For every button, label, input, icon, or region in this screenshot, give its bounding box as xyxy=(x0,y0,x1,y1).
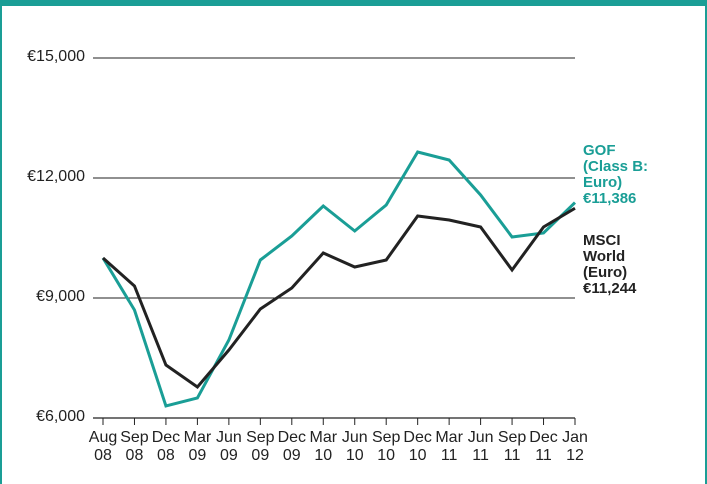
x-tick-label: Dec 08 xyxy=(151,429,181,464)
x-tick-label: Dec 11 xyxy=(529,429,558,464)
x-tick-label: Mar 09 xyxy=(183,429,212,464)
x-tick-label: Jun 10 xyxy=(341,429,368,464)
y-tick-label: €6,000 xyxy=(36,408,85,425)
x-tick-label: Jan 12 xyxy=(562,429,588,464)
x-tick-label: Jun 09 xyxy=(215,429,242,464)
y-tick-label: €15,000 xyxy=(27,48,85,65)
x-tick-label: Sep 10 xyxy=(371,429,401,464)
x-tick-label: Jun 11 xyxy=(467,429,494,464)
series-line xyxy=(102,206,576,390)
series-line xyxy=(101,150,577,408)
x-tick-label: Sep 08 xyxy=(120,429,149,464)
x-tick-label: Dec 09 xyxy=(277,429,307,464)
x-tick-label: Mar 10 xyxy=(309,429,338,464)
x-tick-label: Dec 10 xyxy=(403,429,432,464)
x-tick-label: Mar 11 xyxy=(435,429,463,464)
y-tick-label: €9,000 xyxy=(36,288,85,305)
top-band xyxy=(0,0,707,6)
y-tick-label: €12,000 xyxy=(27,168,85,185)
x-tick-label: Aug 08 xyxy=(88,429,118,464)
series-label: MSCI World (Euro) xyxy=(583,232,628,281)
end-value-label: €11,386 xyxy=(583,190,637,207)
end-value-label: €11,244 xyxy=(583,280,637,297)
series-label: GOF (Class B: Euro) xyxy=(583,142,649,191)
x-tick-label: Sep 11 xyxy=(497,429,527,464)
x-tick-label: Sep 09 xyxy=(246,429,275,464)
